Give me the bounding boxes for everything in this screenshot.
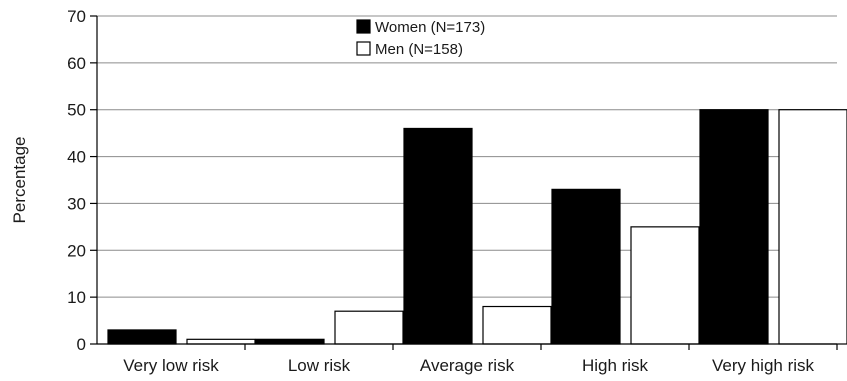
x-tick-label: High risk <box>582 356 649 375</box>
x-tick-label: Low risk <box>288 356 351 375</box>
legend: Women (N=173) Men (N=158) <box>356 19 485 58</box>
bar <box>255 338 325 345</box>
y-tick-label: 40 <box>67 148 86 167</box>
x-tick-label: Very low risk <box>123 356 219 375</box>
bar <box>699 109 769 345</box>
y-tick-label: 10 <box>67 288 86 307</box>
x-tick-label: Average risk <box>420 356 515 375</box>
bar <box>482 305 552 345</box>
bar <box>107 329 177 345</box>
y-axis: 0 10 20 30 40 50 60 70 <box>67 7 98 354</box>
bar <box>334 310 404 345</box>
y-tick-label: 30 <box>67 194 86 213</box>
legend-label: Men (N=158) <box>375 41 463 58</box>
bar <box>186 338 256 345</box>
bar <box>630 226 700 345</box>
legend-swatch <box>356 19 371 34</box>
y-tick-label: 0 <box>77 335 86 354</box>
bars <box>107 109 847 345</box>
legend-label: Women (N=173) <box>375 19 485 36</box>
y-tick-label: 50 <box>67 101 86 120</box>
y-axis-title: Percentage <box>10 137 29 224</box>
bar <box>403 127 473 345</box>
bar <box>778 109 847 345</box>
y-tick-label: 60 <box>67 54 86 73</box>
x-tick-label: Very high risk <box>712 356 815 375</box>
y-tick-label: 20 <box>67 241 86 260</box>
x-axis: Very low risk Low risk Average risk High ri… <box>97 343 838 375</box>
bar <box>551 188 621 345</box>
legend-swatch <box>356 41 371 56</box>
y-tick-label: 70 <box>67 7 86 26</box>
